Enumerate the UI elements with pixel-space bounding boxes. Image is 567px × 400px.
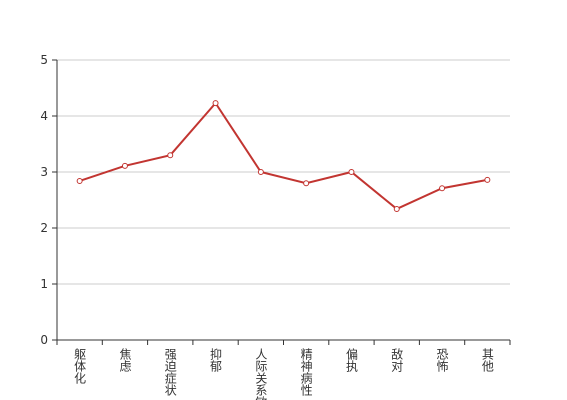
point [257,169,264,175]
point [212,100,219,107]
point [393,205,400,212]
y-tick-label: 0 [40,333,48,347]
x-tick-label: 人际关系敏感 [254,348,268,400]
point [439,185,446,192]
x-tick-label: 抑郁 [209,347,223,373]
x-tick-label: 躯体化 [73,347,87,385]
y-tick-label: 4 [40,109,48,123]
x-tick-label: 恐怖 [435,348,449,372]
x-tick-label: 焦虑 [118,348,132,372]
line [79,101,488,211]
point [348,169,355,175]
y-tick-label: 3 [40,165,48,179]
point [76,177,83,184]
x-tick-label: 偏执 [344,347,358,373]
point [121,162,128,169]
y-tick-label: 2 [40,221,48,235]
x-tick-label: 强迫症状 [163,348,177,396]
y-tick-label: 5 [40,53,48,67]
point [484,176,491,183]
y-tick-label: 1 [40,277,48,291]
point [167,152,174,159]
point [303,180,310,187]
x-tick-label: 敌对 [390,347,404,372]
x-tick-label: 精神病性 [299,348,313,397]
x-tick-label: 其他 [480,348,494,372]
